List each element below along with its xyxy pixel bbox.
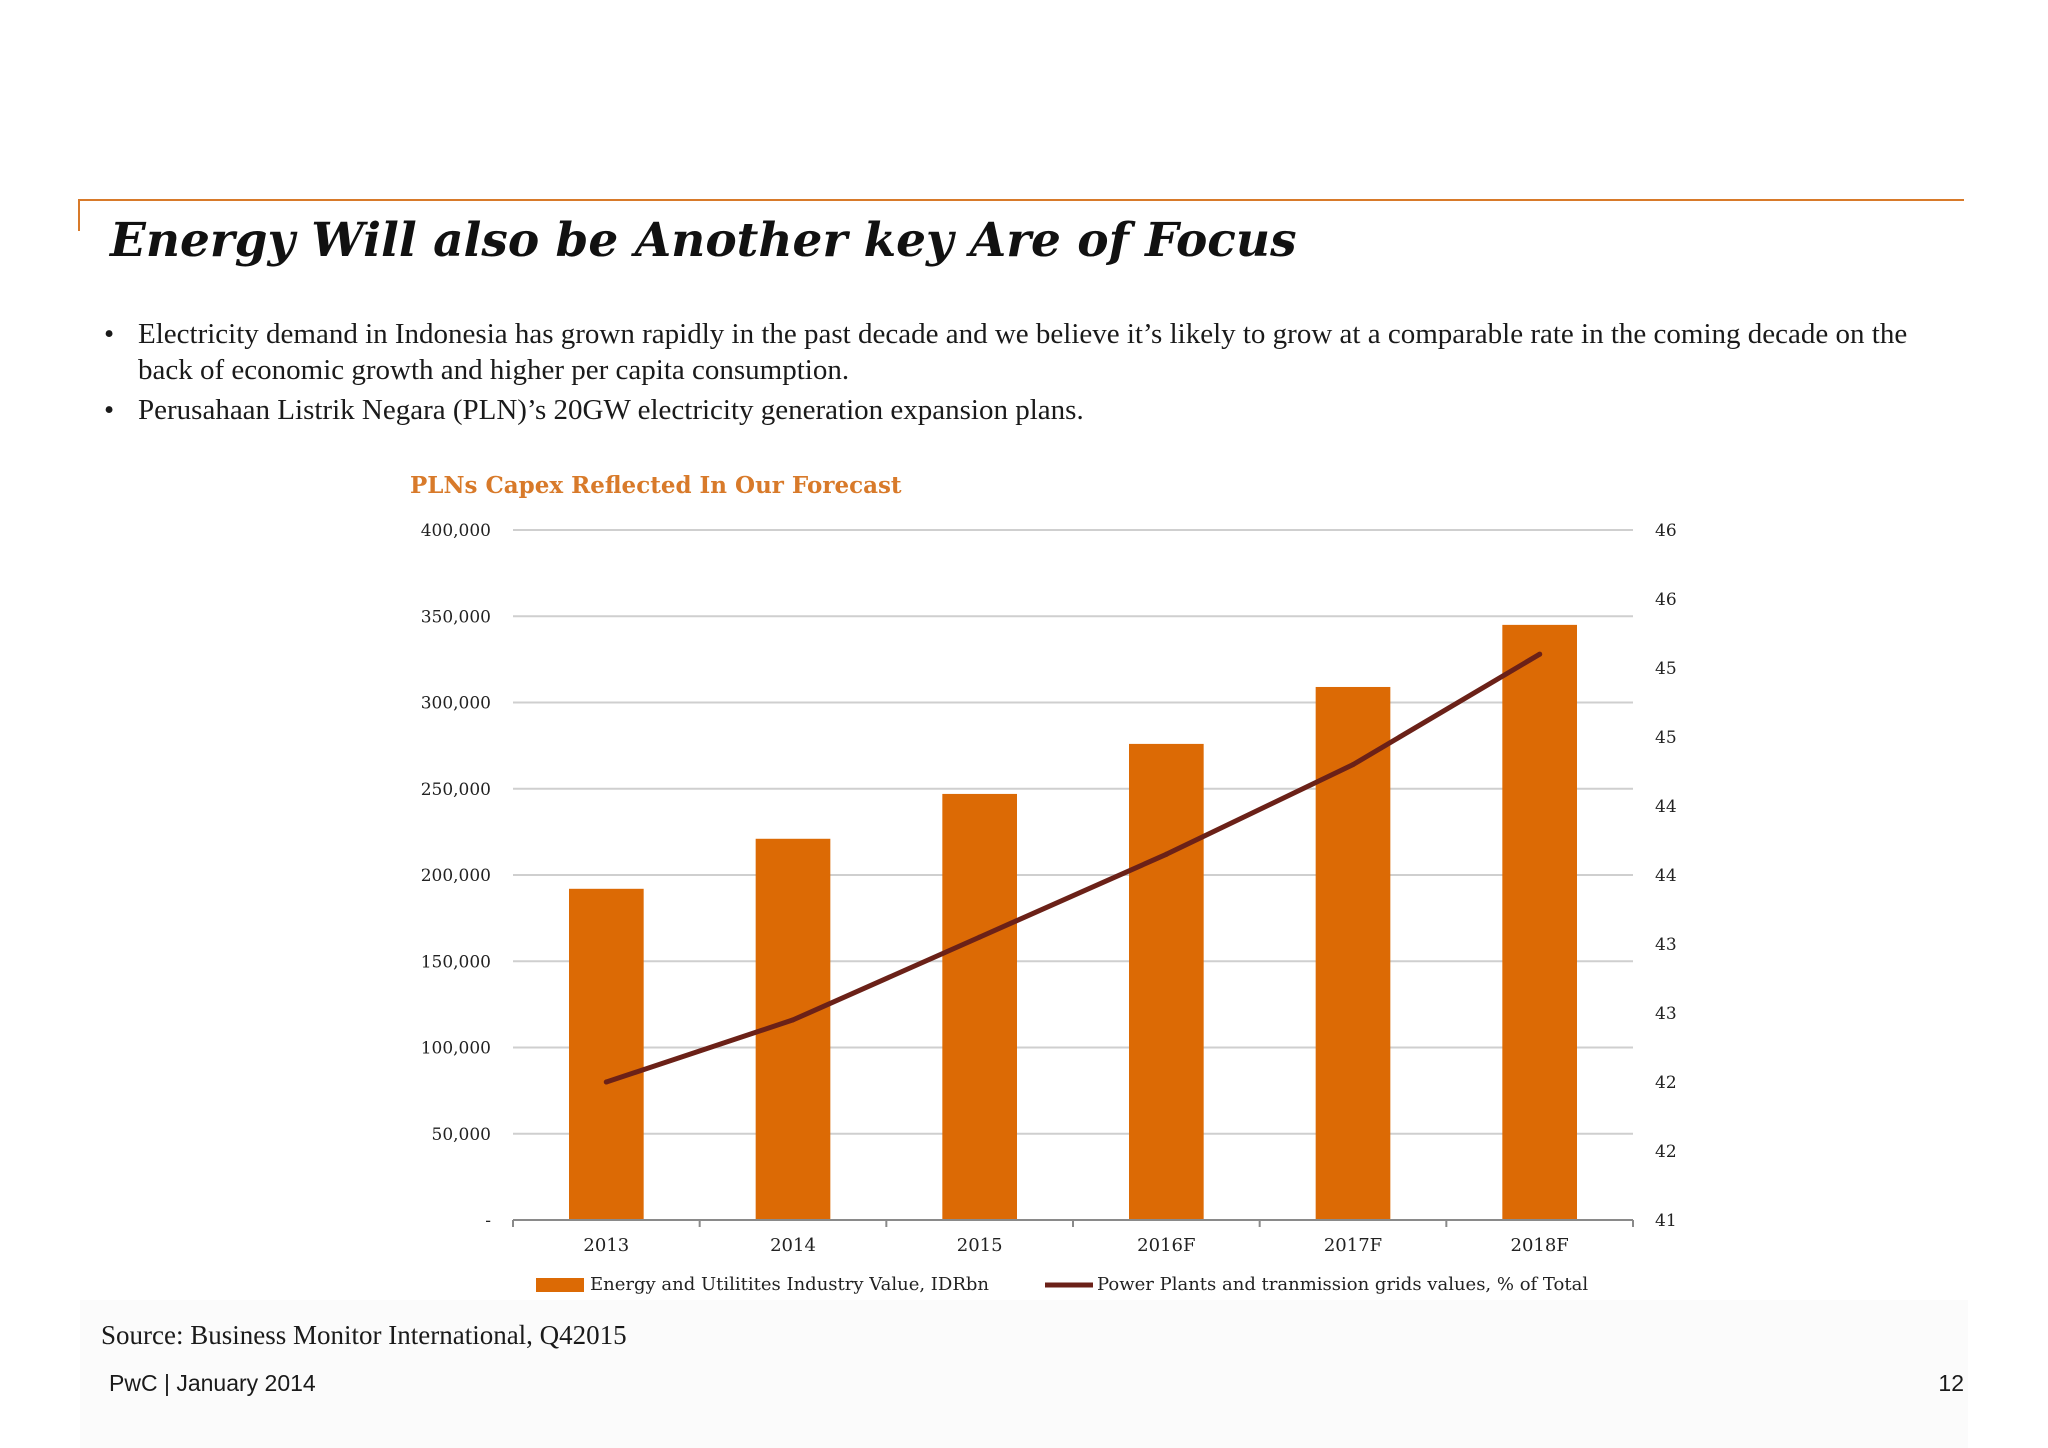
chart-title: PLNs Capex Reflected In Our Forecast xyxy=(410,472,902,499)
bullet-dot: • xyxy=(104,318,115,350)
y-left-tick-label: 50,000 xyxy=(432,1125,491,1145)
y-right-tick-label: 44 xyxy=(1655,797,1677,817)
line-point xyxy=(977,934,983,940)
y-right-tick-label: 46 xyxy=(1655,590,1677,610)
source-note: Source: Business Monitor International, … xyxy=(101,1320,627,1350)
y-right-tick-label: 42 xyxy=(1655,1073,1677,1093)
bullet-item: • Perusahaan Listrik Negara (PLN)’s 20GW… xyxy=(104,392,1944,428)
y-right-tick-label: 44 xyxy=(1655,866,1677,886)
title-rule-tick xyxy=(78,199,80,231)
y-right-tick-label: 46 xyxy=(1655,521,1677,541)
y-right-tick-label: 45 xyxy=(1655,728,1677,748)
page-number: 12 xyxy=(1938,1370,1964,1396)
line-point xyxy=(1163,851,1169,857)
y-left-tick-label: 400,000 xyxy=(421,521,491,541)
y-right-tick-label: 42 xyxy=(1655,1142,1677,1162)
bar xyxy=(942,793,1017,1220)
footer-brand-date: PwC | January 2014 xyxy=(109,1370,316,1396)
line-series xyxy=(603,651,1543,1085)
y-right-tick-label: 43 xyxy=(1655,935,1677,955)
legend-swatch-bar xyxy=(536,1278,584,1292)
y-right-tick-label: 41 xyxy=(1655,1211,1677,1231)
bar xyxy=(1502,624,1577,1220)
bullet-item: • Electricity demand in Indonesia has gr… xyxy=(104,316,1944,388)
x-tick-label: 2014 xyxy=(770,1235,816,1256)
legend-label-line: Power Plants and tranmission grids value… xyxy=(1097,1274,1588,1295)
bullet-text: Perusahaan Listrik Negara (PLN)’s 20GW e… xyxy=(138,394,1084,426)
x-tick-label: 2013 xyxy=(583,1235,629,1256)
line-point xyxy=(1350,762,1356,768)
y-right-tick-label: 43 xyxy=(1655,1004,1677,1024)
legend-label-bar: Energy and Utilitites Industry Value, ID… xyxy=(590,1274,989,1295)
y-left-tick-label: 200,000 xyxy=(421,866,491,886)
chart-container: PLNs Capex Reflected In Our Forecast - 50,… xyxy=(380,460,1740,1315)
line-point xyxy=(1537,651,1543,657)
x-tick-label: 2015 xyxy=(957,1235,1003,1256)
bullet-text: Electricity demand in Indonesia has grow… xyxy=(138,318,1908,386)
y-left-tick-label: 250,000 xyxy=(421,780,491,800)
y-left-tick-label: - xyxy=(485,1211,491,1231)
capex-chart: PLNs Capex Reflected In Our Forecast - 50,… xyxy=(410,472,1677,1295)
y-left-tick-label: 300,000 xyxy=(421,694,491,714)
bar xyxy=(1129,743,1204,1220)
line-point xyxy=(790,1017,796,1023)
y-left-tick-label: 150,000 xyxy=(421,952,491,972)
x-tick-label: 2016F xyxy=(1137,1235,1195,1256)
footer-background xyxy=(80,1300,1968,1448)
bar xyxy=(569,888,644,1220)
bullet-list: • Electricity demand in Indonesia has gr… xyxy=(104,316,1944,432)
y-right-tick-label: 45 xyxy=(1655,659,1677,679)
x-tick-label: 2017F xyxy=(1324,1235,1382,1256)
y-left-tick-label: 100,000 xyxy=(421,1039,491,1059)
bullet-dot: • xyxy=(104,394,115,426)
line-point xyxy=(603,1079,609,1085)
y-left-tick-label: 350,000 xyxy=(421,607,491,627)
slide-title: Energy Will also be Another key Are of F… xyxy=(110,213,1297,268)
x-tick-label: 2018F xyxy=(1511,1235,1569,1256)
title-rule xyxy=(78,199,1964,201)
